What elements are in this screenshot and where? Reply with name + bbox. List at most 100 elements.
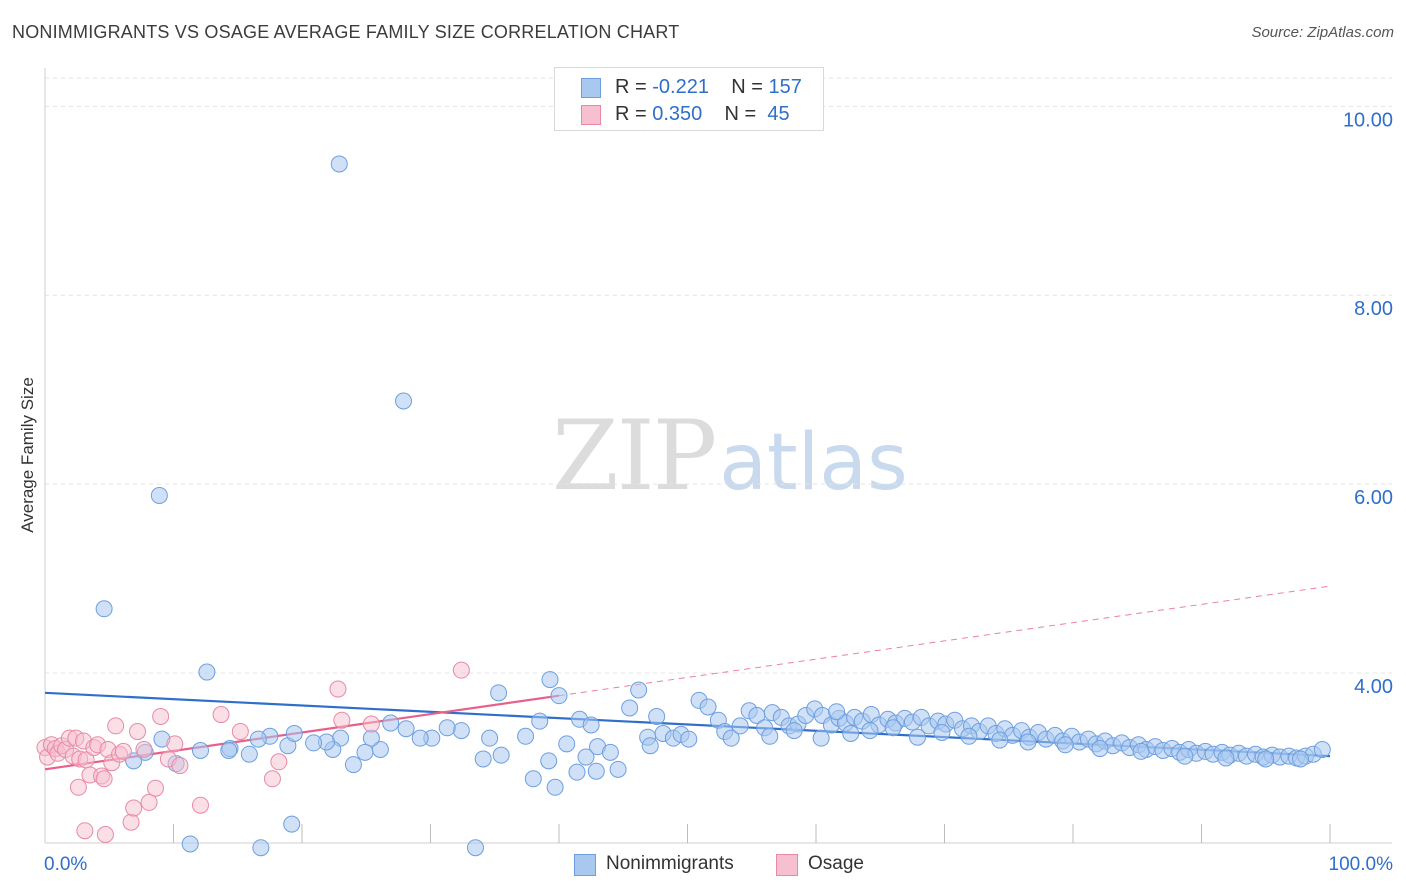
nonimmigrants-point [641,737,659,755]
osage-point [69,778,87,796]
stats-legend: R = -0.221 N = 157 R = 0.350 N = 45 [554,67,824,131]
osage-point [212,706,230,724]
nonimmigrants-point [991,731,1009,749]
nonimmigrants-point [1091,740,1109,758]
nonimmigrants-point [466,839,484,857]
nonimmigrants-point [191,741,209,759]
nonimmigrants-point [1217,749,1235,767]
osage-point [231,723,249,741]
osage-trend-extension [558,585,1331,697]
nonimmigrants-point [960,727,978,745]
nonimmigrants-point [828,703,846,721]
nonimmigrants-point [362,729,380,747]
nonimmigrants-point [761,727,779,745]
x-tick-label-max: 100.0% [1329,854,1394,875]
watermark-zip: ZIP [552,400,717,512]
nonimmigrants-point [249,730,267,748]
r-value: 0.350 [652,103,703,125]
nonimmigrants-point [95,600,113,618]
nonimmigrants-point [1257,750,1275,768]
osage-point [135,741,153,758]
grid-layer [45,77,1392,674]
osage-point [452,661,470,679]
osage-point [191,796,209,814]
osage-point [140,793,158,811]
nonimmigrants-point [397,720,415,738]
nonimmigrants-point [648,707,666,725]
r-value: -0.221 [652,76,709,98]
nonimmigrants-point [490,684,508,702]
nonimmigrants-point [909,728,927,746]
nonimmigrants-point [601,743,619,761]
nonimmigrants-point [546,778,564,796]
nonimmigrants-point [356,743,374,761]
nonimmigrants-point [220,741,238,759]
y-tick-label: 10.00 [1343,109,1393,131]
nonimmigrants-point [517,727,535,745]
legend-label: Osage [808,853,864,874]
osage-point [263,770,281,788]
osage-point [95,770,113,788]
nonimmigrants-point [568,763,586,781]
nonimmigrants-point [550,687,568,705]
n-label: N = [724,103,757,125]
nonimmigrants-point [785,722,803,740]
nonimmigrants-point [330,155,348,173]
nonimmigrants-point [150,486,168,504]
nonimmigrants-point [609,760,627,778]
axis-layer [44,68,1392,844]
osage-point [270,753,288,771]
nonimmigrants-point [198,663,216,681]
nonimmigrants-point [731,717,749,735]
nonimmigrants-point [452,722,470,740]
osage-point [114,742,132,760]
osage-point [125,799,143,817]
osage-point [147,779,165,797]
watermark-atlas: atlas [719,418,908,508]
nonimmigrants-point [884,719,902,737]
series-legend: Nonimmigrants Osage [0,851,1406,879]
legend-swatch-pink [776,854,798,876]
nonimmigrants-point [474,750,492,768]
osage-point [122,813,140,831]
nonimmigrants-point [382,714,400,732]
nonimmigrants-point [181,835,199,853]
n-label: N = [731,76,763,98]
nonimmigrants-point [722,729,740,747]
legend-swatch-blue [581,78,601,98]
nonimmigrants-point [252,839,270,857]
osage-point [171,757,189,775]
y-tick-label: 8.00 [1354,298,1393,320]
nonimmigrants-point [481,729,499,747]
nonimmigrants-point [540,752,558,770]
osage-point [96,826,114,843]
nonimmigrants-point [285,724,303,742]
osage-point [129,723,147,741]
nonimmigrants-point [240,745,258,763]
osage-point [152,707,170,725]
nonimmigrants-point [541,671,559,689]
nonimmigrants-point [305,734,323,752]
nonimmigrants-point [492,746,510,764]
chart-title: NONIMMIGRANTS VS OSAGE AVERAGE FAMILY SI… [12,22,680,42]
legend-swatch-blue [574,854,596,876]
nonimmigrants-point [812,729,830,747]
watermark: ZIPatlas [552,400,908,512]
source-label: Source: ZipAtlas.com [1251,24,1394,41]
nonimmigrants-point [680,730,698,748]
nonimmigrants-point [933,724,951,741]
nonimmigrants-point [630,681,648,699]
osage-point [166,735,184,753]
nonimmigrants-point [524,770,542,788]
nonimmigrants-point [438,719,456,737]
legend-swatch-pink [581,105,601,125]
nonimmigrants-point [587,762,605,780]
nonimmigrants-point [411,729,429,747]
nonimmigrants-point [1291,750,1309,768]
nonimmigrants-point [1056,736,1074,754]
legend-label: Nonimmigrants [606,853,734,874]
nonimmigrants-point [1132,742,1150,760]
nonimmigrants-point [699,698,717,716]
nonimmigrants-point [577,748,595,766]
